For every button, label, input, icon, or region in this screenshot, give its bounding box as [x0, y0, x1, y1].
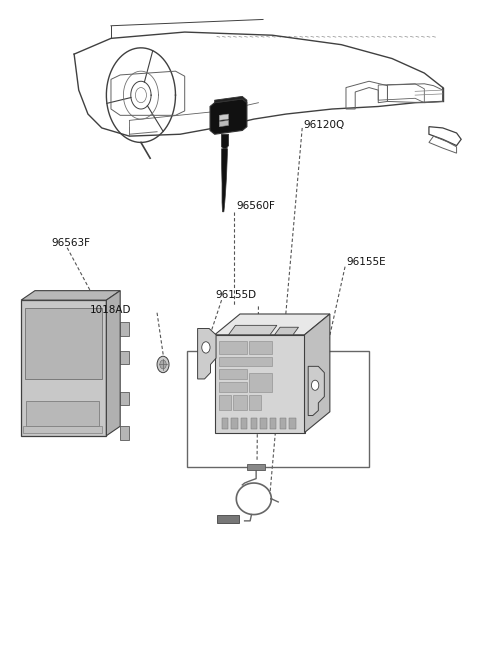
Polygon shape [120, 351, 130, 365]
Bar [249, 341, 272, 353]
Polygon shape [308, 367, 324, 415]
Bar [219, 382, 247, 392]
Text: 1018AD: 1018AD [90, 305, 132, 315]
Polygon shape [219, 114, 228, 120]
Polygon shape [215, 314, 330, 335]
Bar [24, 426, 102, 432]
Bar [289, 418, 296, 430]
Bar [280, 418, 286, 430]
Bar [26, 401, 99, 426]
Polygon shape [198, 328, 216, 379]
Text: 96563F: 96563F [51, 238, 90, 248]
Text: 96120Q: 96120Q [303, 120, 345, 130]
Bar [260, 418, 267, 430]
Circle shape [157, 356, 169, 373]
Bar [233, 395, 247, 411]
Polygon shape [217, 514, 239, 523]
Bar [219, 369, 247, 379]
Polygon shape [107, 290, 120, 436]
Bar [25, 308, 102, 379]
Bar [241, 418, 247, 430]
Polygon shape [120, 392, 130, 405]
Circle shape [160, 360, 166, 369]
Polygon shape [247, 464, 265, 470]
Polygon shape [215, 97, 247, 102]
Polygon shape [120, 426, 130, 440]
Bar [222, 418, 228, 430]
Text: 96155E: 96155E [346, 257, 385, 267]
Polygon shape [21, 300, 107, 436]
Bar [249, 373, 272, 392]
Polygon shape [120, 322, 130, 336]
Bar [231, 418, 238, 430]
Polygon shape [275, 327, 299, 335]
Polygon shape [304, 314, 330, 432]
Bar [270, 418, 276, 430]
Polygon shape [210, 99, 247, 134]
Bar [219, 357, 272, 367]
Text: 96155D: 96155D [215, 290, 256, 300]
Polygon shape [222, 148, 228, 212]
Circle shape [202, 342, 210, 353]
Circle shape [312, 380, 319, 390]
Polygon shape [21, 290, 120, 300]
Polygon shape [222, 134, 228, 148]
Bar [249, 395, 261, 411]
Bar [251, 418, 257, 430]
Polygon shape [215, 335, 304, 432]
Polygon shape [228, 325, 277, 335]
Bar [219, 395, 231, 411]
Polygon shape [219, 120, 228, 127]
Bar [219, 341, 247, 353]
Text: 96560F: 96560F [236, 200, 275, 210]
